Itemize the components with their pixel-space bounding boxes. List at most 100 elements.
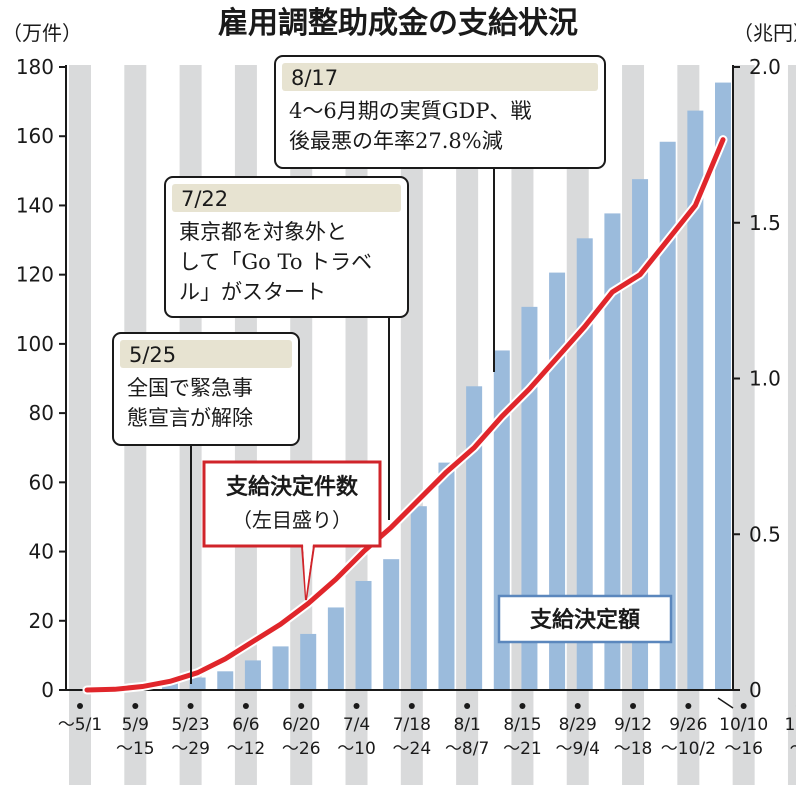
annotation-date: 8/17 (291, 66, 338, 90)
bar (576, 238, 593, 690)
x-tick-label: 8/15 (503, 715, 541, 735)
bar (217, 671, 234, 690)
bar (549, 272, 566, 690)
labels: 雇用調整助成金の支給状況 （万件） （兆円） (2, 6, 796, 709)
x-tick-label: 6/6 (232, 715, 259, 735)
left-tick-label: 0 (41, 678, 54, 702)
annotation-text: して「Go To トラベ (179, 250, 372, 274)
left-tick-label: 100 (16, 332, 54, 356)
x-tick-label: 5/23 (172, 715, 210, 735)
bar (659, 141, 676, 690)
right-tick-label: 0.5 (749, 522, 781, 546)
x-dot (464, 703, 471, 709)
annotation-date: 5/25 (129, 343, 176, 367)
x-tick-label: ～9/4 (556, 739, 600, 759)
left-tick-label: 80 (29, 401, 54, 425)
stripe (732, 65, 755, 785)
bar (327, 607, 344, 690)
right-tick-label: 2.0 (749, 55, 781, 79)
bar (189, 677, 206, 690)
left-tick-label: 180 (16, 55, 54, 79)
right-tick-label: 1.5 (749, 211, 781, 235)
line-series (82, 135, 728, 695)
bar (715, 82, 731, 690)
x-tick-label: ～26 (282, 739, 321, 759)
annotation-text: ル」がスタート (179, 280, 326, 304)
x-tick-label: ～24 (393, 739, 432, 759)
line-series-name: 支給決定件数 (226, 474, 359, 500)
bar-series-name: 支給決定額 (530, 607, 640, 633)
bar (383, 559, 400, 690)
x-tick-label: ～12 (227, 739, 266, 759)
x-tick-label: 7/18 (393, 715, 431, 735)
x-tick-label: 8/1 (453, 715, 480, 735)
x-tick-label: 10/10 (719, 715, 768, 735)
annotation-date: 7/22 (181, 187, 228, 211)
x-tick-label: 6/20 (282, 715, 320, 735)
right-axis-unit: （兆円） (733, 21, 796, 45)
x-tick-label: ～23 (790, 739, 796, 759)
bar (300, 633, 317, 690)
bar (161, 682, 178, 690)
x-tick-label: 10/17 (784, 715, 796, 735)
annotation-date-band (282, 63, 598, 91)
x-tick-label: 8/29 (559, 715, 597, 735)
left-tick-label: 60 (29, 470, 54, 494)
x-dot (574, 703, 581, 709)
x-dot (519, 703, 526, 709)
stripe (69, 65, 91, 785)
left-tick-label: 40 (29, 540, 54, 564)
x-dot (630, 703, 637, 709)
x-dot (353, 703, 360, 709)
bar (244, 660, 261, 690)
x-tick-label: 9/26 (669, 715, 707, 735)
left-tick-label: 160 (16, 124, 54, 148)
x-tick-label: ～8/7 (445, 739, 489, 759)
x-tick-label: 7/4 (343, 715, 370, 735)
x-tick-label: ～16 (724, 739, 763, 759)
x-dot (685, 703, 692, 709)
bar (466, 386, 483, 690)
x-dot (298, 703, 305, 709)
bar (438, 462, 455, 690)
axes: 0 20 40 60 80 100 120 140 160 180 0 0.5 1.0 1.5 2.0 ～5/… (16, 55, 796, 759)
x-dot (77, 703, 83, 709)
annotation-text: 後最悪の年率27.8%減 (289, 129, 503, 153)
bar (355, 580, 372, 690)
bar-series-label: 支給決定額 (497, 594, 673, 644)
line-path (84, 137, 726, 693)
annotation-date-band (120, 340, 292, 368)
x-dot (242, 703, 249, 709)
annotation-text: 全国で緊急事 (127, 376, 253, 400)
left-tick-label: 120 (16, 263, 54, 287)
bar (604, 213, 621, 690)
last-label-hook (717, 697, 734, 709)
x-tick-label: ～15 (116, 739, 155, 759)
right-tick-label: 0 (749, 678, 762, 702)
x-tick-label: ～18 (614, 739, 653, 759)
annotation-text: 東京都を対象外と (179, 220, 347, 244)
x-tick-label: ～10 (337, 739, 376, 759)
x-dot (740, 703, 747, 709)
x-tick-label: ～10/2 (661, 739, 716, 759)
x-dot (408, 703, 415, 709)
line-label-pointer-fill (303, 544, 313, 596)
line-series-sublabel: （左目盛り） (232, 508, 352, 532)
bar (632, 179, 649, 690)
x-dot (132, 703, 139, 709)
annotation-date-band (172, 184, 401, 212)
bar (410, 506, 427, 690)
stripe (787, 65, 796, 785)
left-tick-label: 20 (29, 609, 54, 633)
left-tick-label: 140 (16, 193, 54, 217)
annotation-text: 態宣言が解除 (127, 406, 253, 430)
x-tick-label: 9/12 (614, 715, 652, 735)
bar-series (106, 82, 731, 691)
bar (687, 110, 704, 691)
line-series-label: 支給決定件数 （左目盛り） (202, 460, 382, 601)
x-tick-label: 5/9 (122, 715, 149, 735)
